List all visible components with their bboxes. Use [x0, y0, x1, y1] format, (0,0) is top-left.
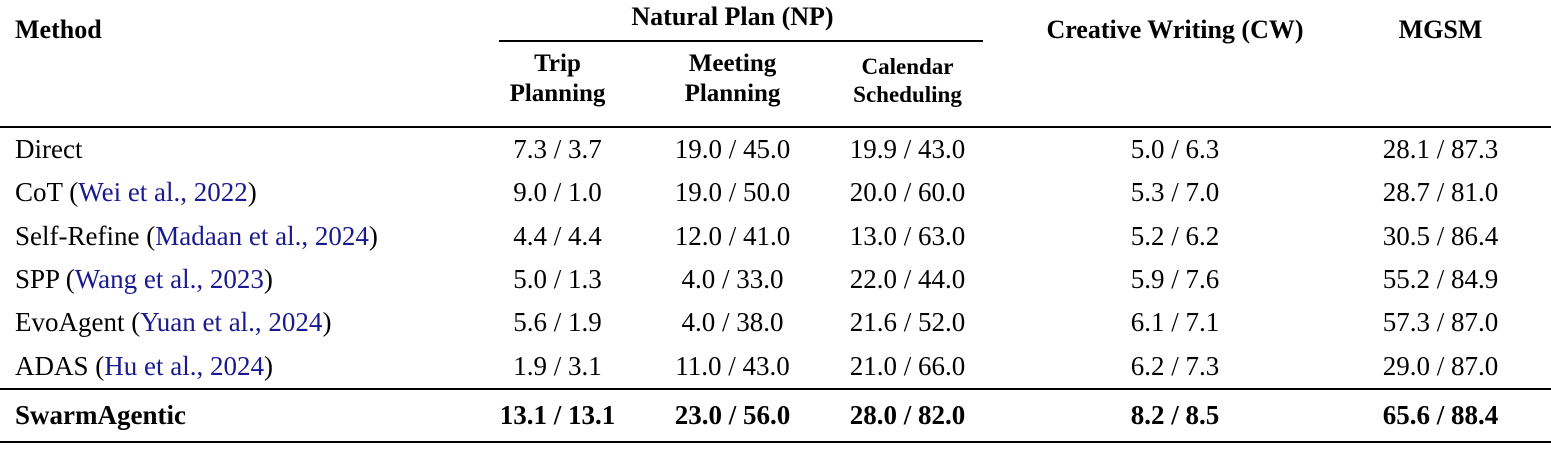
column-group-natural-plan: Natural Plan (NP) Trip Planning Meeting … — [470, 0, 995, 126]
table-row: ADAS (Hu et al., 2024) 1.9 / 3.1 11.0 / … — [0, 344, 1551, 387]
mgsm-cell: 28.7 / 81.0 — [1382, 177, 1499, 208]
group-underline-rule — [499, 40, 983, 42]
mgsm-cell: 65.6 / 88.4 — [1382, 399, 1499, 430]
citation-link[interactable]: Wang et al., 2023 — [74, 264, 264, 295]
citation-link[interactable]: Hu et al., 2024 — [104, 350, 264, 381]
method-cell: Self-Refine (Madaan et al., 2024) — [15, 220, 378, 251]
meeting-planning-cell: 11.0 / 43.0 — [675, 350, 790, 381]
table-header: Method Natural Plan (NP) Trip Planning M… — [0, 0, 1551, 128]
creative-writing-cell: 5.2 / 6.2 — [1130, 220, 1220, 251]
meeting-planning-cell: 12.0 / 41.0 — [674, 220, 791, 251]
calendar-scheduling-cell: 13.0 / 63.0 — [849, 220, 966, 251]
calendar-scheduling-cell: 20.0 / 60.0 — [849, 177, 966, 208]
meeting-planning-cell: 19.0 / 45.0 — [674, 134, 791, 165]
trip-planning-cell: 5.6 / 1.9 — [513, 307, 602, 338]
trip-planning-cell: 1.9 / 3.1 — [513, 350, 602, 381]
method-cell: SPP (Wang et al., 2023) — [15, 264, 273, 295]
group-header-natural-plan: Natural Plan (NP) — [631, 2, 834, 31]
creative-writing-cell: 5.3 / 7.0 — [1130, 177, 1220, 208]
meeting-planning-cell: 19.0 / 50.0 — [674, 177, 791, 208]
meeting-planning-cell: 23.0 / 56.0 — [674, 399, 791, 430]
mgsm-cell: 30.5 / 86.4 — [1382, 220, 1499, 251]
meeting-planning-cell: 4.0 / 33.0 — [681, 264, 784, 295]
table-body: Direct 7.3 / 3.7 19.0 / 45.0 19.9 / 43.0… — [0, 128, 1551, 388]
column-header-method: Method — [15, 15, 102, 44]
citation-link[interactable]: Wei et al., 2022 — [78, 177, 248, 208]
calendar-scheduling-cell: 28.0 / 82.0 — [849, 399, 966, 430]
creative-writing-cell: 5.0 / 6.3 — [1130, 134, 1220, 165]
calendar-scheduling-cell: 21.0 / 66.0 — [849, 350, 966, 381]
table-row-swarmagentic: SwarmAgentic 13.1 / 13.1 23.0 / 56.0 28.… — [0, 387, 1551, 443]
creative-writing-cell: 6.1 / 7.1 — [1130, 307, 1220, 338]
calendar-scheduling-cell: 19.9 / 43.0 — [849, 134, 966, 165]
mgsm-cell: 57.3 / 87.0 — [1382, 307, 1499, 338]
mgsm-cell: 28.1 / 87.3 — [1382, 134, 1499, 165]
column-header-trip-planning: Trip Planning — [509, 50, 606, 107]
method-cell: CoT (Wei et al., 2022) — [15, 177, 257, 208]
trip-planning-cell: 5.0 / 1.3 — [513, 264, 602, 295]
column-header-creative-writing: Creative Writing (CW) — [1046, 15, 1304, 44]
mgsm-cell: 55.2 / 84.9 — [1382, 264, 1499, 295]
creative-writing-cell: 6.2 / 7.3 — [1130, 350, 1220, 381]
trip-planning-cell: 13.1 / 13.1 — [499, 399, 616, 430]
column-header-calendar-scheduling: Calendar Scheduling — [853, 54, 962, 107]
calendar-scheduling-cell: 21.6 / 52.0 — [849, 307, 966, 338]
method-cell: Direct — [15, 134, 83, 165]
meeting-planning-cell: 4.0 / 38.0 — [681, 307, 784, 338]
table-row: CoT (Wei et al., 2022) 9.0 / 1.0 19.0 / … — [0, 171, 1551, 214]
table-row: SPP (Wang et al., 2023) 5.0 / 1.3 4.0 / … — [0, 258, 1551, 301]
trip-planning-cell: 7.3 / 3.7 — [513, 134, 602, 165]
calendar-scheduling-cell: 22.0 / 44.0 — [849, 264, 966, 295]
method-cell: EvoAgent (Yuan et al., 2024) — [15, 307, 332, 338]
table-row: Direct 7.3 / 3.7 19.0 / 45.0 19.9 / 43.0… — [0, 128, 1551, 171]
creative-writing-cell: 5.9 / 7.6 — [1130, 264, 1220, 295]
table-row: EvoAgent (Yuan et al., 2024) 5.6 / 1.9 4… — [0, 301, 1551, 344]
mgsm-cell: 29.0 / 87.0 — [1382, 350, 1499, 381]
method-cell: ADAS (Hu et al., 2024) — [15, 350, 273, 381]
method-cell: SwarmAgentic — [15, 399, 186, 430]
creative-writing-cell: 8.2 / 8.5 — [1130, 399, 1220, 430]
citation-link[interactable]: Madaan et al., 2024 — [155, 220, 369, 251]
table-row: Self-Refine (Madaan et al., 2024) 4.4 / … — [0, 215, 1551, 258]
column-header-meeting-planning: Meeting Planning — [684, 50, 781, 107]
trip-planning-cell: 4.4 / 4.4 — [513, 220, 602, 251]
np-subheaders: Trip Planning Meeting Planning Calendar … — [470, 42, 995, 109]
column-header-mgsm: MGSM — [1398, 15, 1483, 44]
citation-link[interactable]: Yuan et al., 2024 — [140, 307, 323, 338]
trip-planning-cell: 9.0 / 1.0 — [513, 177, 602, 208]
